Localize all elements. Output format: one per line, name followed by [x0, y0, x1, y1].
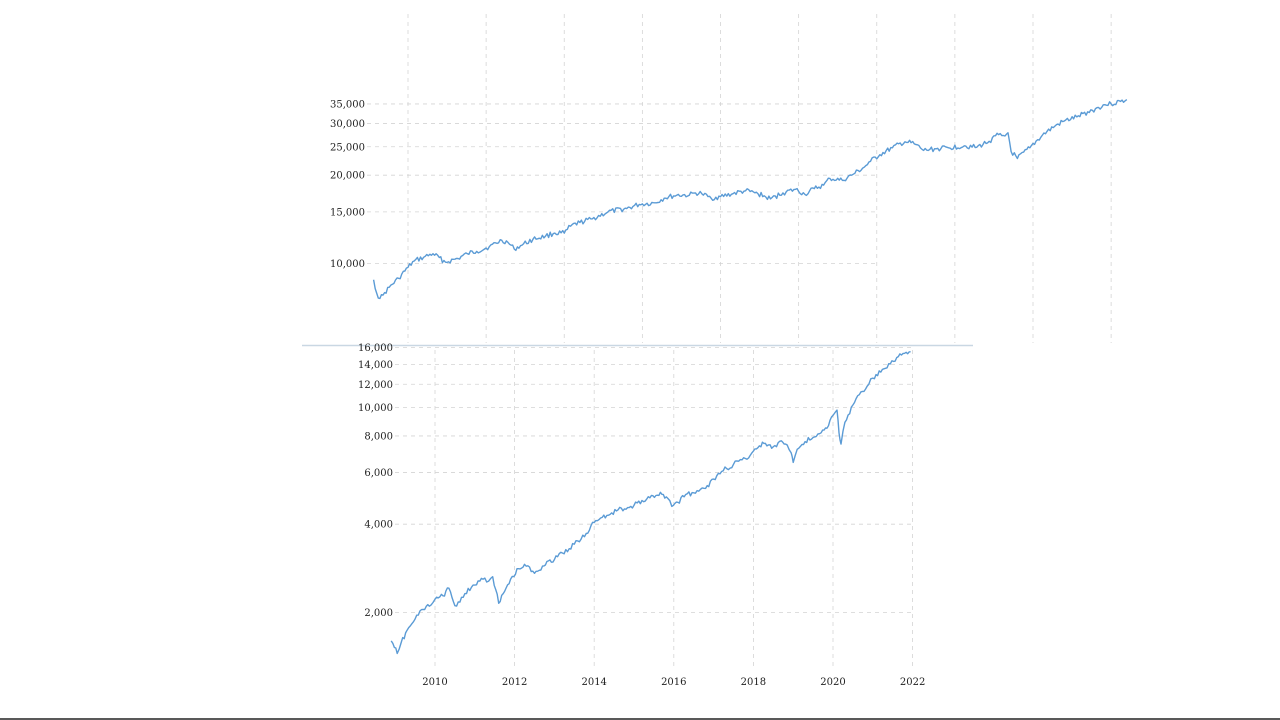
lower-y-axis-ticks: 2,000 4,000 6,000 8,000 10,000 12,000 14,000 16… — [358, 343, 393, 619]
upper-chart-panel: 10,000 15,000 20,000 25,000 30,000 35,000 — [330, 14, 1128, 343]
lower-y-tick-label: 2,000 — [364, 608, 393, 619]
lower-y-tick-label: 6,000 — [364, 468, 393, 479]
lower-y-tick-label: 14,000 — [358, 360, 393, 371]
lower-y-tick-label: 10,000 — [358, 403, 393, 414]
lower-x-tick-label: 2022 — [900, 677, 925, 688]
upper-y-tick-label: 15,000 — [330, 207, 365, 218]
upper-y-tick-label: 10,000 — [330, 259, 365, 270]
lower-series-line — [390, 351, 911, 655]
lower-y-tick-label: 8,000 — [364, 431, 393, 442]
lower-x-tick-label: 2012 — [502, 677, 527, 688]
upper-y-tick-label: 35,000 — [330, 99, 365, 110]
lower-x-tick-label: 2020 — [820, 677, 845, 688]
lower-x-tick-label: 2010 — [422, 677, 447, 688]
lower-x-tick-label: 2016 — [661, 677, 686, 688]
lower-x-tick-label: 2018 — [741, 677, 766, 688]
lower-chart-panel: 2,000 4,000 6,000 8,000 10,000 12,000 14,000 16… — [358, 343, 925, 688]
upper-y-tick-label: 20,000 — [330, 171, 365, 182]
lower-x-tick-label: 2014 — [581, 677, 606, 688]
upper-series-line — [372, 99, 1128, 300]
upper-y-tick-label: 30,000 — [330, 119, 365, 130]
upper-y-tick-label: 25,000 — [330, 142, 365, 153]
lower-x-axis-ticks: 2010 2012 2014 2016 2018 2020 2022 — [422, 677, 925, 688]
upper-y-axis-ticks: 10,000 15,000 20,000 25,000 30,000 35,000 — [330, 99, 365, 270]
upper-gridlines — [367, 14, 1112, 343]
lower-gridlines — [395, 347, 915, 668]
lower-y-tick-label: 4,000 — [364, 520, 393, 531]
lower-y-tick-label: 12,000 — [358, 380, 393, 391]
lower-y-tick-label: 16,000 — [358, 343, 393, 354]
